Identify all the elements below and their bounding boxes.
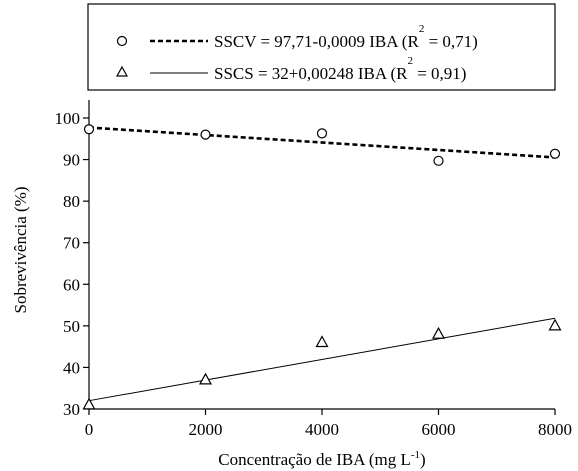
axes: 30 40 50 60 70 80 90 100 0 2000 4000 6000 8000 bbox=[55, 100, 572, 439]
x-tick-label: 0 bbox=[85, 420, 94, 439]
point-circle bbox=[316, 128, 328, 139]
y-tick-label: 50 bbox=[63, 317, 80, 336]
y-tick-label: 60 bbox=[63, 275, 80, 294]
point-triangle bbox=[431, 326, 446, 339]
y-tick-label: 100 bbox=[55, 109, 81, 128]
point-triangle bbox=[548, 318, 562, 331]
legend-label-2-sup: 2 bbox=[407, 55, 413, 67]
x-ticks: 0 2000 4000 6000 8000 bbox=[85, 409, 572, 439]
x-tick-label: 8000 bbox=[538, 420, 572, 439]
x-axis-title-sup: -1 bbox=[411, 449, 420, 461]
point-triangle bbox=[315, 335, 329, 348]
legend-label-1: SSCV = 97,71-0,0009 IBA (R2 = 0,71) bbox=[214, 23, 478, 51]
legend-label-1-main: SSCV = 97,71-0,0009 IBA (R bbox=[214, 32, 419, 51]
point-circle bbox=[83, 124, 95, 135]
x-axis-title-end: ) bbox=[420, 450, 426, 469]
x-tick-label: 4000 bbox=[305, 420, 339, 439]
point-circle bbox=[200, 129, 211, 140]
x-tick-label: 6000 bbox=[422, 420, 456, 439]
data-points bbox=[82, 124, 562, 410]
y-axis-title: Sobrevivência (%) bbox=[11, 187, 30, 314]
x-axis-title-main: Concentração de IBA (mg L bbox=[218, 450, 411, 469]
fit-line-series-1 bbox=[88, 126, 556, 159]
point-circle bbox=[433, 155, 444, 166]
legend-label-2-main: SSCS = 32+0,00248 IBA (R bbox=[214, 64, 408, 83]
legend-label-2: SSCS = 32+0,00248 IBA (R2 = 0,91) bbox=[214, 55, 466, 83]
legend-box bbox=[87, 3, 556, 91]
legend-label-1-sup: 2 bbox=[419, 23, 425, 35]
y-tick-label: 70 bbox=[63, 234, 80, 253]
y-tick-label: 90 bbox=[63, 151, 80, 170]
legend-marker-circle bbox=[116, 35, 128, 47]
fit-lines bbox=[88, 126, 556, 402]
x-axis-title: Concentração de IBA (mg L-1) bbox=[218, 449, 425, 469]
legend-entry-1: SSCV = 97,71-0,0009 IBA (R2 = 0,71) bbox=[116, 23, 478, 51]
legend-marker-triangle bbox=[115, 65, 129, 77]
y-tick-label: 40 bbox=[63, 358, 80, 377]
point-circle bbox=[549, 148, 561, 159]
point-triangle bbox=[198, 372, 213, 385]
legend-entry-2: SSCS = 32+0,00248 IBA (R2 = 0,91) bbox=[115, 55, 466, 83]
point-triangle bbox=[82, 397, 96, 410]
legend-label-2-end: = 0,91) bbox=[413, 64, 467, 83]
y-ticks: 30 40 50 60 70 80 90 100 bbox=[55, 109, 89, 419]
legend: SSCV = 97,71-0,0009 IBA (R2 = 0,71) SSCS… bbox=[87, 3, 556, 91]
y-tick-label: 80 bbox=[63, 192, 80, 211]
y-tick-label: 30 bbox=[63, 400, 80, 419]
fit-line-series-2 bbox=[88, 317, 556, 402]
x-tick-label: 2000 bbox=[189, 420, 223, 439]
legend-label-1-end: = 0,71) bbox=[424, 32, 478, 51]
